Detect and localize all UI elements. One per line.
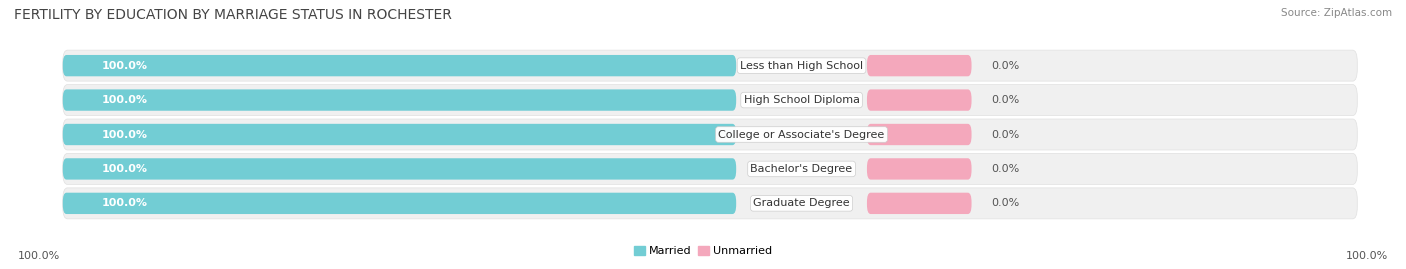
Text: Less than High School: Less than High School [740,61,863,71]
Text: FERTILITY BY EDUCATION BY MARRIAGE STATUS IN ROCHESTER: FERTILITY BY EDUCATION BY MARRIAGE STATU… [14,8,451,22]
Text: 100.0%: 100.0% [1346,251,1388,261]
FancyBboxPatch shape [63,188,1357,219]
Text: 100.0%: 100.0% [103,61,148,71]
Text: High School Diploma: High School Diploma [744,95,859,105]
FancyBboxPatch shape [63,124,737,145]
Text: 100.0%: 100.0% [103,198,148,208]
Text: 100.0%: 100.0% [103,129,148,140]
FancyBboxPatch shape [63,119,1357,150]
FancyBboxPatch shape [868,158,972,180]
Text: 0.0%: 0.0% [991,61,1019,71]
FancyBboxPatch shape [868,55,972,76]
Text: 0.0%: 0.0% [991,164,1019,174]
FancyBboxPatch shape [868,193,972,214]
Text: Bachelor's Degree: Bachelor's Degree [751,164,852,174]
FancyBboxPatch shape [868,89,972,111]
Text: College or Associate's Degree: College or Associate's Degree [718,129,884,140]
FancyBboxPatch shape [63,84,1357,116]
FancyBboxPatch shape [63,158,737,180]
FancyBboxPatch shape [63,55,737,76]
Text: 0.0%: 0.0% [991,129,1019,140]
Text: 0.0%: 0.0% [991,95,1019,105]
FancyBboxPatch shape [868,124,972,145]
Text: 0.0%: 0.0% [991,198,1019,208]
Text: Graduate Degree: Graduate Degree [754,198,849,208]
FancyBboxPatch shape [63,193,737,214]
FancyBboxPatch shape [63,153,1357,185]
Text: Source: ZipAtlas.com: Source: ZipAtlas.com [1281,8,1392,18]
Text: 100.0%: 100.0% [18,251,60,261]
Text: 100.0%: 100.0% [103,95,148,105]
Text: 100.0%: 100.0% [103,164,148,174]
FancyBboxPatch shape [63,50,1357,81]
Legend: Married, Unmarried: Married, Unmarried [630,242,776,261]
FancyBboxPatch shape [63,89,737,111]
